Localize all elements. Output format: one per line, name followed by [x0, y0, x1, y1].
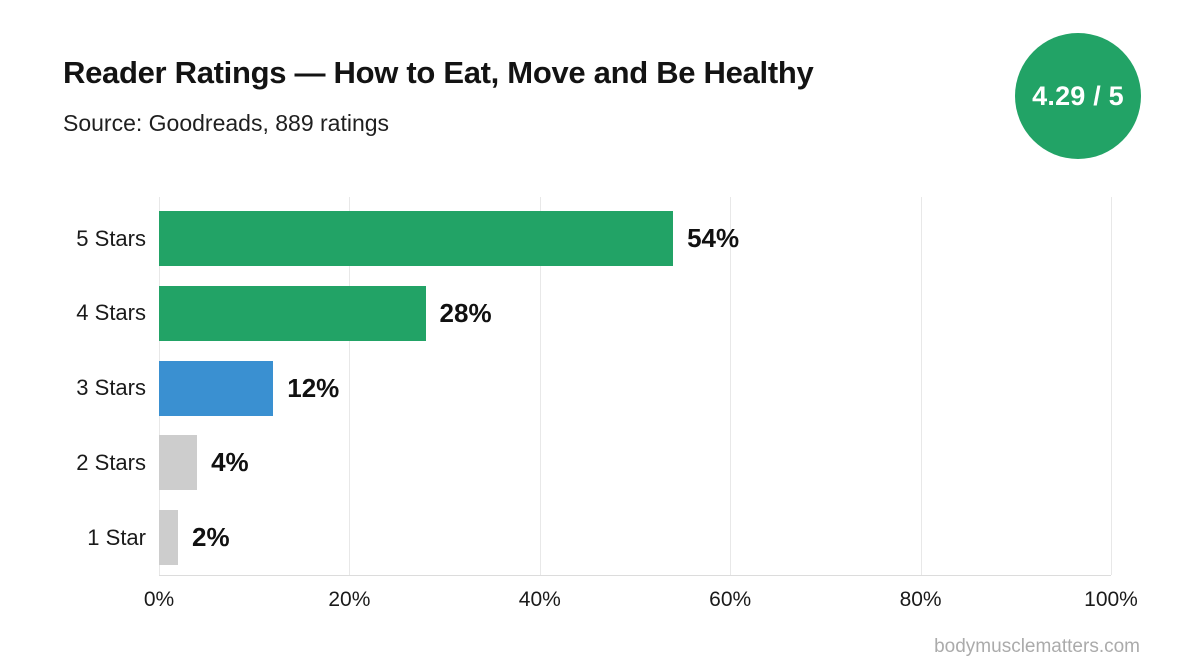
value-label: 4%	[211, 447, 249, 478]
page-title: Reader Ratings — How to Eat, Move and Be…	[63, 55, 814, 90]
gridline-40	[539, 197, 541, 575]
rating-bar	[159, 211, 674, 266]
bar-row: 1 Star 2%	[87, 500, 1111, 575]
category-label: 4 Stars	[76, 300, 146, 326]
rating-badge-value: 4.29 / 5	[1032, 80, 1124, 111]
x-axis: 0% 20% 40% 60% 80% 100%	[144, 588, 1138, 614]
gridline-20	[349, 197, 351, 575]
rating-badge: 4.29 / 5	[1015, 33, 1141, 159]
rating-bar	[159, 360, 274, 416]
value-label: 12%	[287, 372, 340, 403]
x-tick-label: 100%	[1084, 588, 1138, 611]
gridline-60	[730, 197, 732, 575]
x-tick-label: 40%	[518, 588, 561, 611]
source-caption: Source: Goodreads, 889 ratings	[63, 110, 390, 136]
bar-row: 2 Stars 4%	[76, 425, 1111, 500]
gridline-100	[1111, 197, 1112, 575]
bar-row: 5 Stars 54%	[76, 201, 1111, 276]
value-label: 54%	[687, 223, 740, 253]
x-tick-label: 0%	[143, 588, 175, 611]
watermark: bodymusclematters.com	[934, 636, 1140, 657]
category-label: 5 Stars	[76, 225, 146, 251]
x-tick-label: 20%	[328, 588, 371, 611]
rating-bar	[159, 510, 179, 566]
category-label: 1 Star	[87, 524, 146, 550]
bar-row: 4 Stars 28%	[76, 276, 1111, 351]
bar-chart-plot: 5 Stars 54% 4 Stars 28% 3 Stars 12% 2 Stars 4% 1…	[76, 197, 1112, 576]
x-tick-label: 60%	[709, 588, 752, 611]
category-label: 2 Stars	[76, 449, 146, 475]
gridline-80	[920, 197, 922, 575]
rating-bar	[159, 435, 198, 491]
rating-bar	[159, 285, 426, 341]
bar-rows: 5 Stars 54% 4 Stars 28% 3 Stars 12% 2 Stars 4% 1…	[76, 201, 1111, 575]
bar-row: 3 Stars 12%	[76, 351, 1111, 426]
value-label: 28%	[439, 297, 492, 328]
x-tick-label: 80%	[899, 588, 942, 611]
category-label: 3 Stars	[76, 375, 146, 401]
value-label: 2%	[192, 522, 230, 553]
